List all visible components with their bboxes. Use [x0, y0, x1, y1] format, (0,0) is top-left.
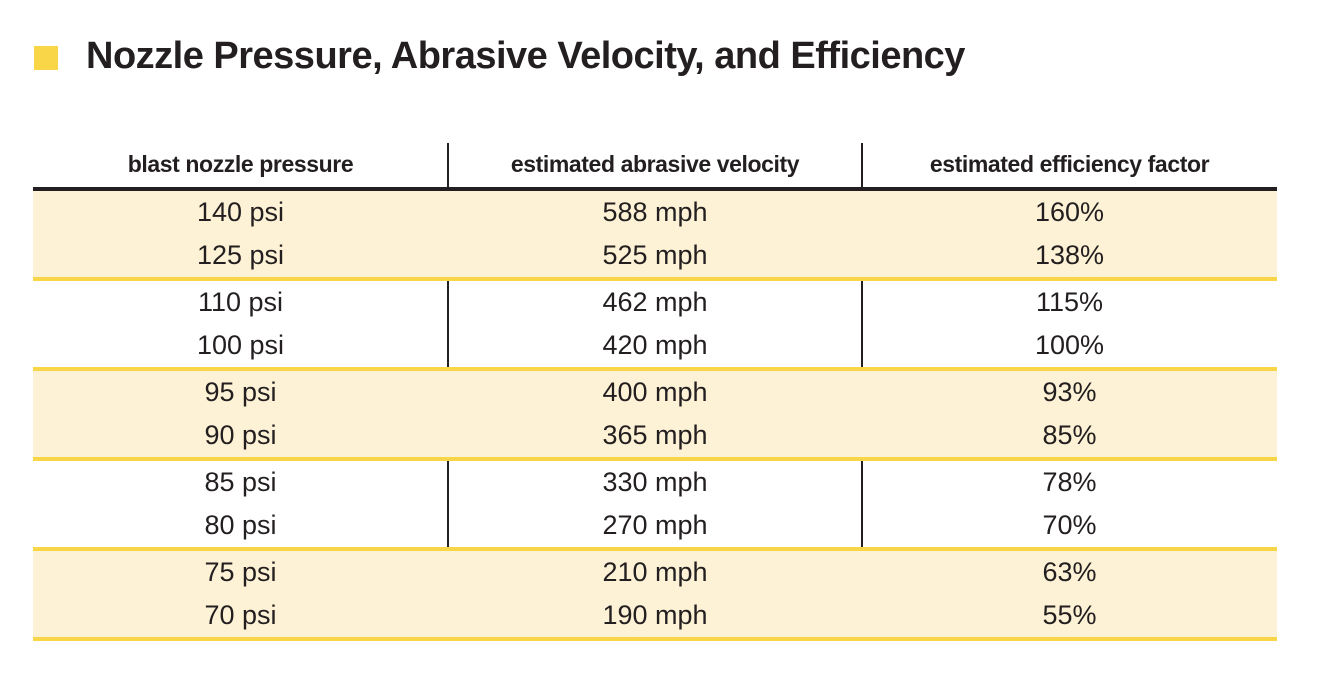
column-header-pressure: blast nozzle pressure — [127, 151, 354, 177]
cell-efficiency: 55% — [1042, 600, 1097, 630]
cell-pressure: 90 psi — [204, 420, 277, 450]
table-header: blast nozzle pressure estimated abrasive… — [33, 143, 1277, 187]
cell-velocity: 462 mph — [602, 287, 708, 317]
cell-pressure: 75 psi — [204, 557, 277, 587]
table-row: 110 psi 462 mph 115% — [33, 281, 1277, 324]
cell-efficiency: 78% — [1042, 467, 1097, 497]
cell-velocity: 365 mph — [602, 420, 708, 450]
table-row: 75 psi 210 mph 63% — [33, 551, 1277, 594]
cell-velocity: 190 mph — [602, 600, 708, 630]
cell-velocity: 420 mph — [602, 330, 708, 360]
title-bar: Nozzle Pressure, Abrasive Velocity, and … — [34, 28, 965, 84]
cell-pressure: 95 psi — [204, 377, 277, 407]
column-header-velocity: estimated abrasive velocity — [510, 151, 800, 177]
table-row: 80 psi 270 mph 70% — [33, 504, 1277, 547]
row-band: 85 psi 330 mph 78% 80 psi 270 mph 70% — [33, 461, 1277, 551]
cell-velocity: 525 mph — [602, 240, 708, 270]
cell-pressure: 80 psi — [204, 510, 277, 540]
table-row: 95 psi 400 mph 93% — [33, 371, 1277, 414]
cell-velocity: 400 mph — [602, 377, 708, 407]
row-band: 110 psi 462 mph 115% 100 psi 420 mph 100% — [33, 281, 1277, 371]
page-title: Nozzle Pressure, Abrasive Velocity, and … — [86, 34, 965, 77]
data-table: blast nozzle pressure estimated abrasive… — [33, 143, 1277, 641]
cell-velocity: 330 mph — [602, 467, 708, 497]
cell-efficiency: 85% — [1042, 420, 1097, 450]
column-header-efficiency: estimated efficiency factor — [929, 151, 1210, 177]
table-row: 90 psi 365 mph 85% — [33, 414, 1277, 457]
table-row: 125 psi 525 mph 138% — [33, 234, 1277, 277]
cell-pressure: 140 psi — [196, 197, 285, 227]
cell-velocity: 270 mph — [602, 510, 708, 540]
cell-efficiency: 160% — [1034, 197, 1105, 227]
cell-efficiency: 63% — [1042, 557, 1097, 587]
cell-pressure: 110 psi — [197, 287, 284, 317]
row-band: 140 psi 588 mph 160% 125 psi 525 mph 138% — [33, 191, 1277, 281]
cell-efficiency: 138% — [1034, 240, 1105, 270]
yellow-square-icon — [34, 46, 58, 70]
cell-velocity: 588 mph — [602, 197, 708, 227]
cell-efficiency: 100% — [1034, 330, 1105, 360]
table-row: 70 psi 190 mph 55% — [33, 594, 1277, 637]
cell-efficiency: 70% — [1042, 510, 1097, 540]
cell-pressure: 85 psi — [204, 467, 277, 497]
row-band: 95 psi 400 mph 93% 90 psi 365 mph 85% — [33, 371, 1277, 461]
cell-velocity: 210 mph — [602, 557, 708, 587]
table-row: 85 psi 330 mph 78% — [33, 461, 1277, 504]
cell-pressure: 125 psi — [196, 240, 285, 270]
cell-efficiency: 115% — [1035, 287, 1104, 317]
row-band: 75 psi 210 mph 63% 70 psi 190 mph 55% — [33, 551, 1277, 641]
cell-pressure: 70 psi — [204, 600, 277, 630]
cell-efficiency: 93% — [1042, 377, 1097, 407]
table-row: 140 psi 588 mph 160% — [33, 191, 1277, 234]
table-row: 100 psi 420 mph 100% — [33, 324, 1277, 367]
cell-pressure: 100 psi — [196, 330, 285, 360]
header-rule — [33, 187, 1277, 191]
table-body: 140 psi 588 mph 160% 125 psi 525 mph 138% 110 … — [33, 191, 1277, 641]
